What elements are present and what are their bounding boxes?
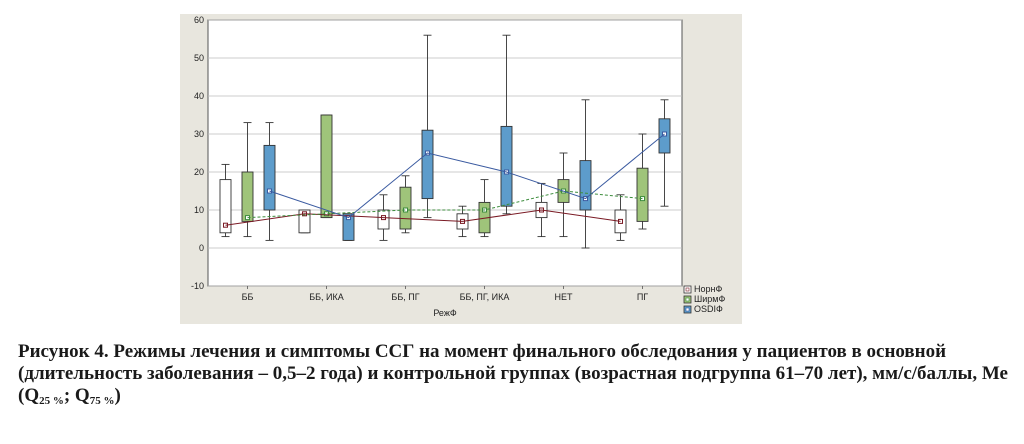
caption-separator: ; Q <box>63 385 90 406</box>
box-1-2 <box>399 175 412 234</box>
x-tick-labels: ББ ББ, ИКА ББ, ПГ ББ, ПГ, ИКА НЕТ ПГ <box>242 286 648 302</box>
box-2-3 <box>500 34 513 215</box>
legend-marker-1 <box>685 297 690 302</box>
x-tick-label-1: ББ, ИКА <box>309 292 344 302</box>
box-iqr <box>500 125 513 207</box>
box-plot-chart: -10 0 10 20 30 40 50 60 ББ ББ, ИКА ББ, ПГ ББ, ПГ, … <box>191 15 725 318</box>
box-iqr <box>342 213 355 241</box>
legend-label-2: OSDIФ <box>694 304 723 314</box>
box-2-2 <box>421 34 434 219</box>
legend-marker-0 <box>685 287 690 292</box>
caption-close: ) <box>114 385 121 406</box>
figure-caption: Рисунок 4. Режимы лечения и симптомы ССГ… <box>18 341 1008 407</box>
legend-label-1: ШирмФ <box>694 294 725 304</box>
median-line-1 <box>247 190 643 219</box>
x-tick-label-5: ПГ <box>637 292 648 302</box>
median-line-0 <box>225 209 621 226</box>
box-iqr <box>320 114 333 219</box>
y-tick-label-2: 10 <box>194 205 204 215</box>
y-tick-label-5: 40 <box>194 91 204 101</box>
x-tick-label-4: НЕТ <box>555 292 574 302</box>
x-axis-title: РежФ <box>433 308 457 318</box>
caption-subscript-q75: 75 % <box>89 395 115 407</box>
box-iqr <box>636 167 649 222</box>
caption-subscript-q25: 25 % <box>39 395 64 407</box>
figure-panel: -10 0 10 20 30 40 50 60 ББ ББ, ИКА ББ, ПГ ББ, ПГ, … <box>180 14 742 324</box>
y-tick-label-1: 0 <box>199 243 204 253</box>
x-tick-label-2: ББ, ПГ <box>391 292 419 302</box>
y-tick-labels: -10 0 10 20 30 40 50 60 <box>191 15 204 291</box>
box-iqr <box>263 144 276 211</box>
box-iqr <box>579 160 592 211</box>
y-tick-label-3: 20 <box>194 167 204 177</box>
x-tick-label-0: ББ <box>242 292 254 302</box>
y-tick-label-6: 50 <box>194 53 204 63</box>
legend-label-0: НорнФ <box>694 284 722 294</box>
box-iqr <box>421 129 434 200</box>
plot-area <box>207 19 683 287</box>
caption-text: Рисунок 4. Режимы лечения и симптомы ССГ… <box>18 341 1008 406</box>
box-iqr <box>241 171 254 222</box>
box-1-1 <box>320 114 333 219</box>
box-iqr <box>219 179 232 234</box>
median-line-2 <box>269 133 665 219</box>
median-lines <box>225 133 665 226</box>
box-iqr <box>298 209 311 234</box>
y-tick-label-4: 30 <box>194 129 204 139</box>
x-tick-label-3: ББ, ПГ, ИКА <box>460 292 510 302</box>
y-tick-label-0: -10 <box>191 281 204 291</box>
legend-marker-2 <box>685 307 690 312</box>
y-tick-label-7: 60 <box>194 15 204 25</box>
